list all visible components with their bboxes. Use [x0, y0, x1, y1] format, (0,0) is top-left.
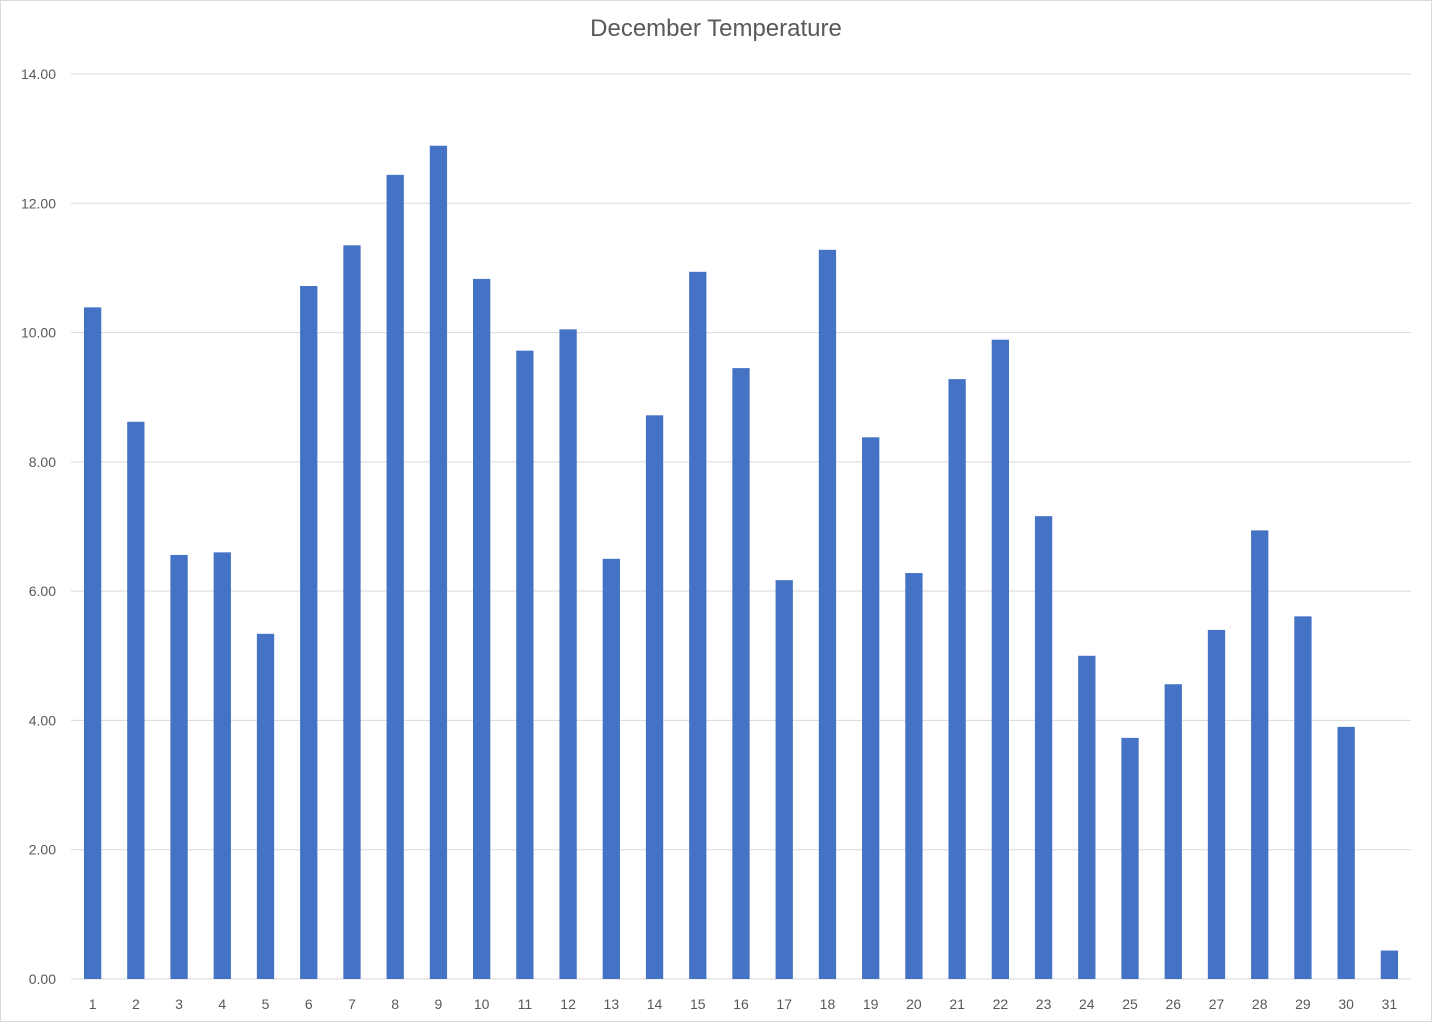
- bar-day-7: [343, 245, 361, 979]
- x-tick-label: 4: [218, 996, 226, 1012]
- bar-day-29: [1294, 616, 1312, 979]
- bar-day-2: [127, 421, 145, 979]
- x-tick-label: 2: [132, 996, 140, 1012]
- bar-day-22: [991, 339, 1009, 979]
- bar-day-23: [1034, 516, 1053, 979]
- x-tick-label: 18: [820, 996, 836, 1012]
- bar-day-25: [1121, 737, 1139, 979]
- bar-day-15: [689, 271, 707, 979]
- x-tick-label: 19: [863, 996, 879, 1012]
- x-tick-label: 8: [391, 996, 399, 1012]
- x-tick-label: 15: [690, 996, 706, 1012]
- x-tick-label: 25: [1122, 996, 1138, 1012]
- x-axis-ticks: 1 2 3 4 5 6 7 8 9 10 11 12 13 14 15 16 17 18 19 20 21 22 23 24 2…: [89, 996, 1398, 1012]
- x-tick-label: 7: [348, 996, 356, 1012]
- x-tick-label: 17: [776, 996, 792, 1012]
- bars: [83, 145, 1399, 980]
- bar-day-30: [1337, 726, 1355, 979]
- bar-day-26: [1164, 684, 1182, 979]
- y-tick-label: 10.00: [21, 325, 56, 341]
- x-tick-label: 12: [560, 996, 576, 1012]
- bar-day-18: [818, 249, 837, 980]
- bar-day-10: [473, 278, 491, 979]
- x-tick-label: 6: [305, 996, 313, 1012]
- y-axis-ticks: 0.00 2.00 4.00 6.00 8.00 10.00 12.00 14.00: [21, 66, 56, 987]
- bar-day-27: [1207, 629, 1226, 979]
- bar-day-1: [83, 307, 102, 979]
- bar-day-11: [516, 350, 534, 980]
- y-tick-label: 2.00: [29, 842, 56, 858]
- x-tick-label: 9: [435, 996, 443, 1012]
- y-tick-label: 6.00: [29, 583, 56, 599]
- chart-title: December Temperature: [590, 15, 842, 42]
- y-tick-label: 4.00: [29, 712, 56, 728]
- bar-day-5: [256, 633, 275, 979]
- x-tick-label: 16: [733, 996, 749, 1012]
- y-tick-label: 8.00: [29, 454, 56, 470]
- bar-day-3: [170, 554, 188, 979]
- bar-day-6: [300, 286, 318, 979]
- bar-day-19: [862, 437, 880, 979]
- bar-day-31: [1380, 950, 1399, 979]
- bar-day-24: [1078, 655, 1096, 979]
- x-tick-label: 27: [1209, 996, 1225, 1012]
- x-tick-label: 23: [1036, 996, 1052, 1012]
- y-tick-label: 12.00: [21, 195, 56, 211]
- x-tick-label: 31: [1382, 996, 1398, 1012]
- bar-day-4: [213, 552, 231, 979]
- bar-day-14: [645, 415, 664, 979]
- bar-day-21: [948, 379, 966, 980]
- x-tick-label: 13: [604, 996, 620, 1012]
- x-tick-label: 1: [89, 996, 97, 1012]
- bar-day-9: [429, 145, 448, 980]
- x-tick-label: 24: [1079, 996, 1095, 1012]
- bar-day-8: [386, 174, 404, 980]
- bar-day-28: [1251, 530, 1269, 979]
- x-tick-label: 14: [647, 996, 663, 1012]
- x-tick-label: 29: [1295, 996, 1311, 1012]
- x-tick-label: 28: [1252, 996, 1268, 1012]
- x-tick-label: 26: [1165, 996, 1181, 1012]
- x-tick-label: 22: [993, 996, 1009, 1012]
- x-tick-label: 30: [1338, 996, 1354, 1012]
- x-tick-label: 3: [175, 996, 183, 1012]
- bar-day-16: [732, 368, 750, 979]
- bar-day-12: [559, 329, 577, 979]
- y-tick-label: 14.00: [21, 66, 56, 82]
- bar-day-17: [775, 580, 793, 979]
- x-tick-label: 21: [949, 996, 965, 1012]
- x-tick-label: 5: [262, 996, 270, 1012]
- bar-day-13: [602, 558, 620, 979]
- x-tick-label: 11: [518, 996, 533, 1012]
- x-tick-label: 20: [906, 996, 922, 1012]
- y-tick-label: 0.00: [29, 971, 56, 987]
- x-tick-label: 10: [474, 996, 490, 1012]
- bar-day-20: [905, 573, 923, 979]
